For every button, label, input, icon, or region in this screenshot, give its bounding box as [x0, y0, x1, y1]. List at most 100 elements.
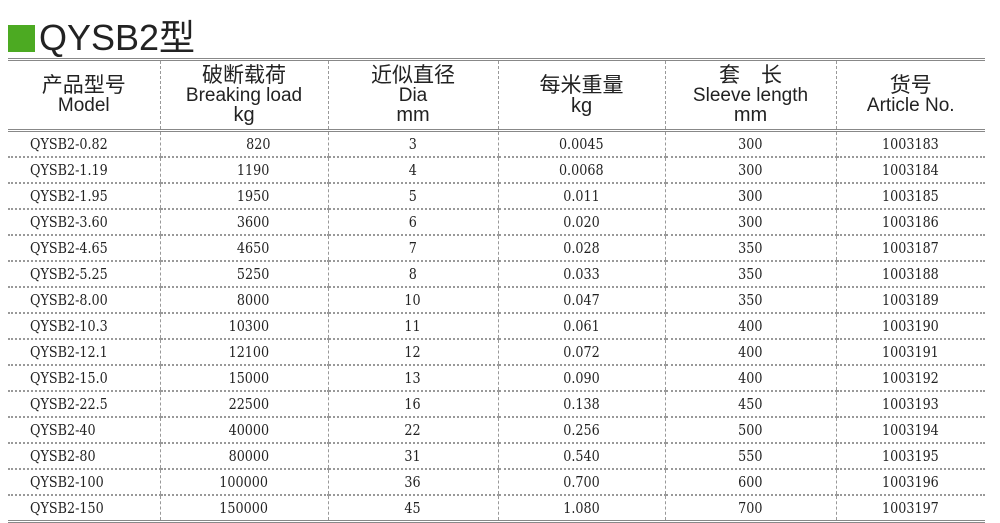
cell-text: 450 [738, 395, 763, 413]
cell-text: 0.033 [563, 265, 600, 283]
cell-weight-per-meter: 0.256 [497, 417, 666, 444]
cell-model: QYSB2-150 [8, 495, 161, 523]
cell-model: QYSB2-4.65 [8, 235, 161, 262]
cell-sleeve-length: 350 [664, 287, 837, 314]
cell-breaking-load: 22500 [159, 391, 329, 418]
cell-sleeve-length: 400 [664, 313, 837, 340]
cell-text: 0.0068 [559, 161, 604, 179]
cell-model: QYSB2-8.00 [8, 287, 161, 314]
header-sleeve-length: 套 长 Sleeve length mm [664, 58, 837, 132]
cell-weight-per-meter: 0.540 [497, 443, 666, 470]
cell-dia: 31 [327, 443, 499, 470]
cell-model: QYSB2-1.19 [8, 157, 161, 184]
cell-breaking-load: 3600 [159, 209, 329, 236]
header-model: 产品型号 Model [8, 58, 161, 132]
header-dia-unit: mm [396, 104, 430, 126]
cell-sleeve-length: 300 [664, 130, 837, 158]
cell-text: 1003196 [882, 473, 940, 491]
cell-weight-per-meter: 0.061 [497, 313, 666, 340]
cell-breaking-load: 100000 [159, 469, 329, 496]
cell-model: QYSB2-1.95 [8, 183, 161, 210]
cell-text: 550 [738, 447, 763, 465]
cell-text: 31 [404, 447, 422, 465]
title-text: QYSB2型 [39, 17, 196, 58]
header-weight-per-meter-unit: kg [570, 94, 593, 117]
header-weight-per-meter-cn: 每米重量 [539, 73, 624, 97]
cell-text: 300 [738, 161, 763, 179]
cell-article-no: 1003192 [835, 365, 985, 392]
cell-text: 10300 [228, 317, 269, 335]
cell-sleeve-length: 700 [664, 495, 837, 523]
header-breaking-load-en: Breaking load [185, 85, 303, 106]
cell-text: 1950 [237, 187, 270, 205]
cell-text: 0.700 [563, 473, 600, 491]
cell-text: QYSB2-100 [30, 473, 104, 491]
cell-text: QYSB2-15.0 [30, 369, 108, 387]
cell-text: QYSB2-8.00 [30, 291, 108, 309]
cell-text: 1190 [237, 161, 270, 179]
cell-text: 1.080 [563, 499, 600, 517]
page-title: QYSB2型 [8, 14, 195, 58]
cell-text: 150000 [219, 499, 269, 517]
cell-text: 11 [404, 317, 422, 335]
header-breaking-load-cn: 破断载荷 [202, 64, 286, 87]
table-row: QYSB2-5.25 5250 8 0.033 350 1003188 [8, 261, 985, 288]
cell-text: QYSB2-1.19 [30, 161, 108, 179]
cell-model: QYSB2-5.25 [8, 261, 161, 288]
header-sleeve-length-cn: 套 长 [719, 64, 782, 87]
cell-text: 1003185 [882, 187, 940, 205]
cell-text: 12 [404, 343, 422, 361]
cell-breaking-load: 15000 [159, 365, 329, 392]
cell-breaking-load: 80000 [159, 443, 329, 470]
cell-article-no: 1003194 [835, 417, 985, 444]
header-article-no-cn: 货号 [889, 74, 932, 97]
cell-text: 15000 [228, 369, 269, 387]
cell-text: 5250 [237, 265, 270, 283]
cell-text: 4 [408, 161, 418, 179]
cell-text: 6 [408, 213, 418, 231]
cell-text: 0.020 [563, 213, 600, 231]
cell-text: 300 [738, 187, 763, 205]
cell-text: 100000 [219, 473, 269, 491]
cell-sleeve-length: 450 [664, 391, 837, 418]
header-model-en: Model [57, 95, 110, 116]
cell-text: 16 [404, 395, 422, 413]
cell-dia: 12 [327, 339, 499, 366]
cell-text: 1003184 [882, 161, 940, 179]
cell-weight-per-meter: 0.028 [497, 235, 666, 262]
cell-sleeve-length: 400 [664, 339, 837, 366]
cell-weight-per-meter: 0.090 [497, 365, 666, 392]
cell-dia: 36 [327, 469, 499, 496]
cell-weight-per-meter: 0.047 [497, 287, 666, 314]
cell-sleeve-length: 300 [664, 183, 837, 210]
cell-dia: 7 [327, 235, 499, 262]
cell-text: 1003193 [882, 395, 940, 413]
cell-text: 1003197 [882, 499, 940, 517]
green-square-icon [8, 24, 35, 52]
cell-article-no: 1003184 [835, 157, 985, 184]
cell-text: QYSB2-10.3 [30, 317, 108, 335]
cell-article-no: 1003196 [835, 469, 985, 496]
cell-text: 1003191 [882, 343, 940, 361]
cell-sleeve-length: 350 [664, 235, 837, 262]
cell-text: 4650 [237, 239, 270, 257]
cell-text: 0.0045 [559, 135, 604, 153]
cell-text: QYSB2-0.82 [30, 135, 108, 153]
cell-dia: 4 [327, 157, 499, 184]
cell-dia: 8 [327, 261, 499, 288]
cell-dia: 22 [327, 417, 499, 444]
cell-breaking-load: 40000 [159, 417, 329, 444]
cell-text: 600 [738, 473, 763, 491]
cell-model: QYSB2-80 [8, 443, 161, 470]
table-row: QYSB2-12.1 12100 12 0.072 400 1003191 [8, 339, 985, 366]
cell-text: 350 [738, 265, 763, 283]
cell-text: 1003190 [882, 317, 940, 335]
cell-text: 0.028 [563, 239, 600, 257]
cell-article-no: 1003185 [835, 183, 985, 210]
cell-text: 0.090 [563, 369, 600, 387]
table-row: QYSB2-1.95 1950 5 0.011 300 1003185 [8, 183, 985, 210]
cell-text: 1003183 [882, 135, 940, 153]
cell-text: 500 [738, 421, 763, 439]
cell-article-no: 1003191 [835, 339, 985, 366]
table-row: QYSB2-80 80000 31 0.540 550 1003195 [8, 443, 985, 470]
